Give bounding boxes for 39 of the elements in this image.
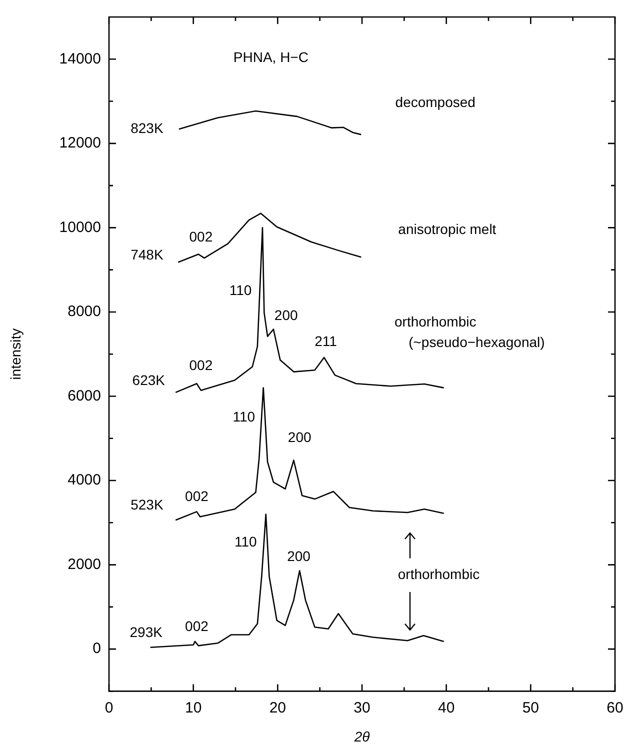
x-tick-label: 40 [438,699,455,716]
y-tick-label: 14000 [59,50,101,68]
x-axis-title: 2θ [353,728,370,744]
annotation: 748K [130,246,164,262]
annotation: orthorhombic [394,313,476,330]
y-tick-label: 6000 [68,387,101,404]
x-tick-label: 0 [104,699,114,716]
annotation: 523K [130,496,164,513]
annotation: 200 [287,548,311,564]
annotation: 002 [189,356,213,373]
annotation: 002 [185,488,209,504]
annotation: 211 [314,333,338,350]
annotation: 110 [232,408,256,425]
text: PHNA, H−C [233,48,308,65]
y-tick-label: 2000 [68,556,101,573]
x-tick-label: 10 [184,699,202,716]
y-tick-label: 0 [92,640,101,658]
annotation: anisotropic melt [398,221,496,238]
annotation: 823K [130,120,164,136]
annotation: 623K [132,372,166,388]
annotation: 293K [130,624,164,640]
annotation: (~pseudo−hexagonal) [408,334,545,350]
annotation: 110 [229,282,252,298]
y-tick-label: 8000 [68,303,101,320]
annotation: 200 [288,428,312,445]
annotation: 200 [274,307,298,324]
y-axis-title: intensity [7,328,24,380]
annotation: 110 [234,534,257,550]
annotation: 002 [185,618,209,634]
y-tick-label: 4000 [68,472,101,489]
x-tick-label: 50 [522,699,540,716]
x-tick-label: 30 [354,699,370,716]
annotation: 002 [189,228,213,245]
annotation: decomposed [395,94,476,110]
y-tick-label: 12000 [59,134,101,152]
x-tick-label: 20 [269,699,286,716]
x-tick-label: 60 [606,699,624,716]
annotation: orthorhombic [398,566,480,582]
y-tick-label: 10000 [59,218,101,236]
